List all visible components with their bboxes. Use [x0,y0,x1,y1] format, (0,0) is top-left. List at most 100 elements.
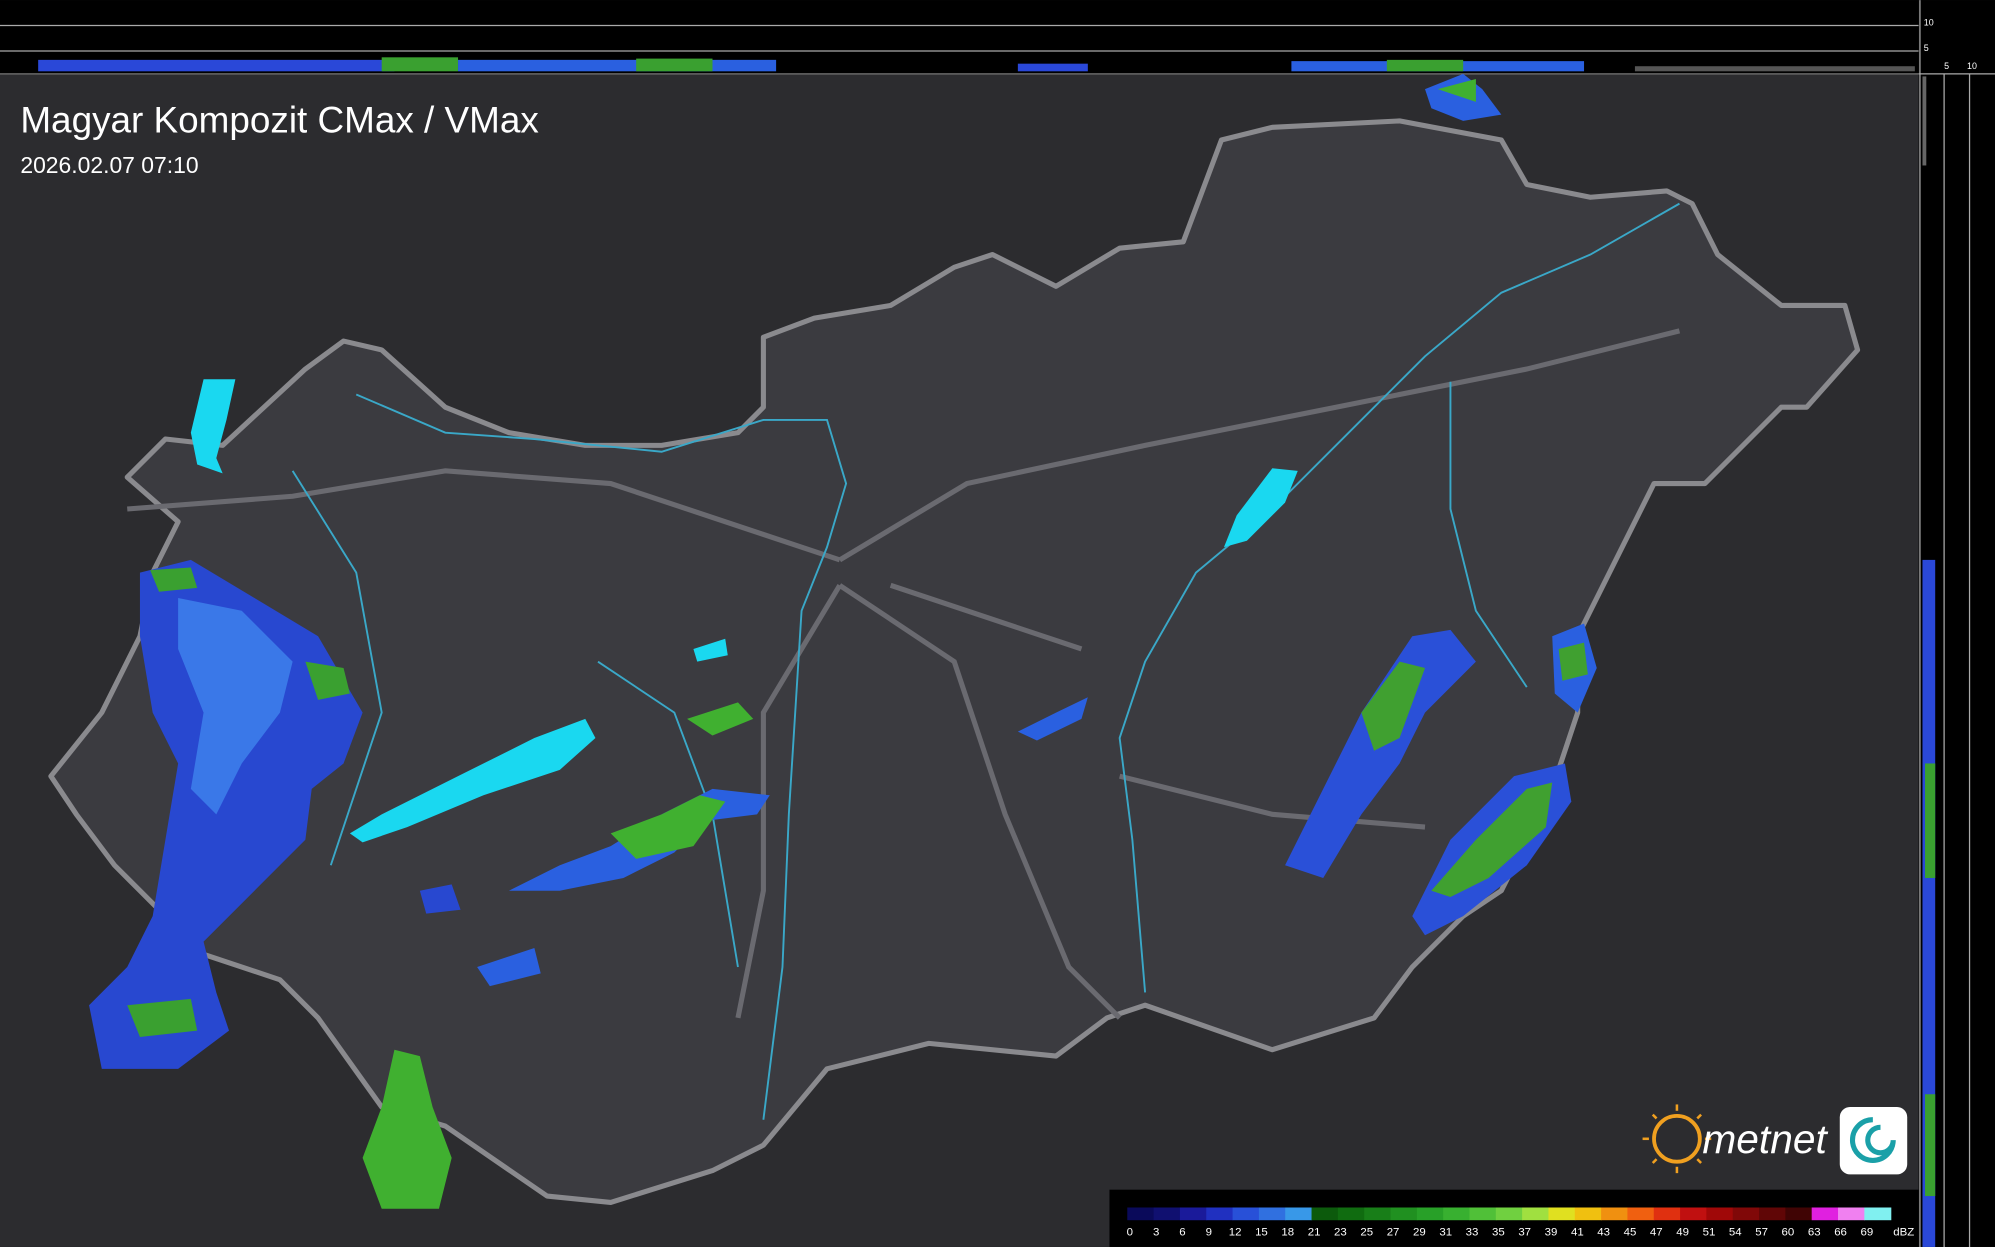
road [127,468,841,563]
profile-echo [636,58,713,72]
logo-sun [1652,1113,1702,1164]
legend-swatch [1838,1207,1865,1221]
legend-label: 15 [1255,1226,1268,1238]
legend-label: 27 [1387,1226,1400,1238]
road [838,583,1122,1020]
legend-swatch [1390,1207,1418,1221]
legend-label: 31 [1439,1226,1452,1238]
logo: metnet [1642,1104,1908,1175]
legend-label: 18 [1281,1226,1294,1238]
axis-label: 10 [1924,18,1934,28]
legend-swatch [1601,1207,1629,1221]
legend-label: 63 [1808,1226,1821,1238]
legend-swatch [1153,1207,1181,1221]
legend-label: 23 [1334,1226,1347,1238]
echo [1361,661,1425,751]
echo [610,795,726,859]
profile-echo [1386,59,1464,72]
legend-label: 60 [1782,1226,1795,1238]
legend-swatch [1443,1207,1471,1221]
legend-swatch [1759,1207,1787,1221]
profile-echo [1017,63,1088,72]
legend: 0 3 6 9 12 15 18 21 23 25 27 29 31 33 35 37 39 41 43 45 47 49… [1127,1207,1914,1238]
legend-label: 41 [1571,1226,1584,1238]
profile-echo [381,57,459,72]
legend-swatch [1258,1207,1286,1221]
roads [127,328,1681,1020]
logo-text: metnet [1702,1116,1828,1162]
echo [89,559,363,1069]
legend-label: 33 [1466,1226,1479,1238]
legend-swatch [1337,1207,1365,1221]
river [291,470,383,866]
legend-label: 6 [1179,1226,1185,1238]
profile-echo [1922,76,1927,166]
legend-label: 35 [1492,1226,1505,1238]
legend-label: 47 [1650,1226,1663,1238]
legend-swatch [1627,1207,1655,1221]
legend-label: 37 [1518,1226,1531,1238]
profile-echo [1925,1094,1936,1197]
legend-swatch [1653,1207,1681,1221]
legend-swatch [1285,1207,1313,1221]
echo [362,1049,452,1209]
legend-swatch [1469,1207,1497,1221]
lake [190,379,236,474]
legend-swatch [1574,1207,1602,1221]
legend-label: 49 [1676,1226,1689,1238]
echo [127,998,198,1038]
echo [178,598,293,815]
legend-swatch [1811,1207,1839,1221]
echo [477,947,541,987]
echo [1558,642,1588,681]
precipitation [89,73,1597,1209]
axis-label: 5 [1944,61,1949,71]
legend-swatch [1179,1207,1207,1221]
legend-label: 54 [1729,1226,1742,1238]
legend-swatch [1732,1207,1760,1221]
road [1119,773,1426,830]
echo [419,884,461,914]
echo [305,661,350,700]
river [597,660,739,968]
timestamp: 2026.02.07 07:10 [20,152,198,178]
legend-swatch [1416,1207,1444,1221]
legend-label: 51 [1703,1226,1716,1238]
legend-swatch [1311,1207,1339,1221]
profile-echo [1634,66,1915,72]
legend-swatch [1706,1207,1734,1221]
logo-icon [1839,1106,1908,1175]
legend-label: 3 [1153,1226,1159,1238]
legend-swatch [1785,1207,1813,1221]
rivers [291,202,1680,1120]
echo [1431,782,1553,898]
legend-swatch [1680,1207,1708,1221]
legend-swatch [1232,1207,1260,1221]
logo-rays [1642,1104,1712,1174]
legend-label: 12 [1229,1226,1242,1238]
axis-label: 10 [1967,61,1977,71]
legend-unit: dBZ [1893,1226,1914,1238]
title: Magyar Kompozit CMax / VMax [20,99,539,140]
legend-label: 0 [1127,1226,1133,1238]
legend-label: 57 [1755,1226,1768,1238]
river [1449,381,1528,688]
legend-swatch [1495,1207,1523,1221]
axis-label: 5 [1924,43,1929,53]
legend-swatch [1127,1207,1155,1221]
legend-label: 21 [1308,1226,1321,1238]
echo [1017,697,1088,741]
echo [1285,629,1476,878]
road [889,582,1083,652]
echo [150,567,198,592]
legend-swatch [1364,1207,1392,1221]
legend-swatch [1206,1207,1234,1221]
legend-label: 43 [1597,1226,1610,1238]
profile-echo [1925,763,1936,878]
legend-label: 66 [1834,1226,1847,1238]
lake [693,638,728,662]
profile-echo [458,59,777,72]
legend-label: 45 [1624,1226,1637,1238]
lake [349,718,596,843]
